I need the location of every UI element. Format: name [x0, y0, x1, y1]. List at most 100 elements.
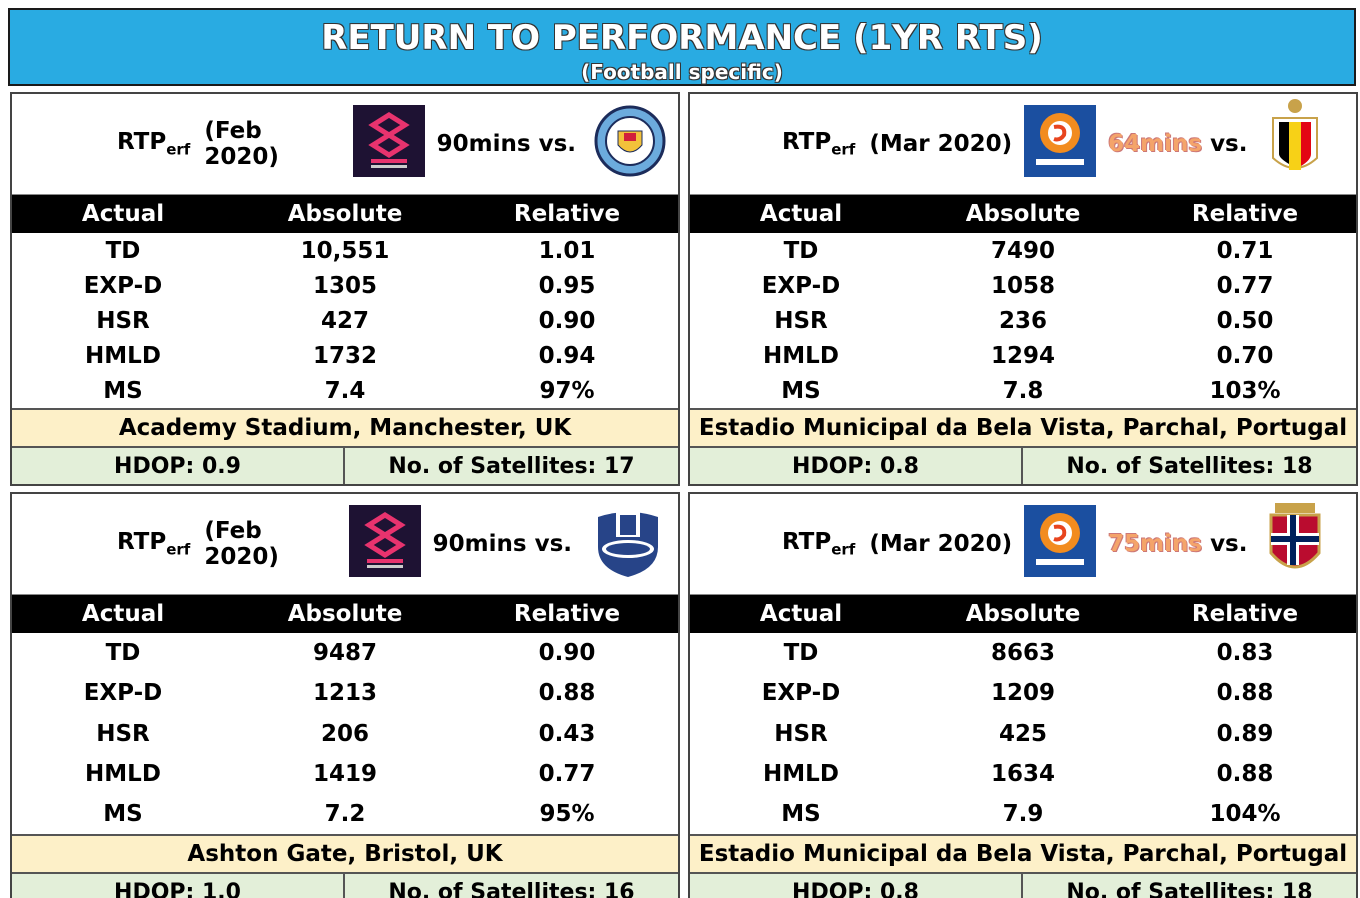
- table-cell: 1732: [312, 342, 377, 369]
- satellites: No. of Satellites: 17: [388, 453, 635, 479]
- league-logo: [1024, 505, 1097, 583]
- rtp-subscript: erf: [166, 540, 191, 559]
- column-header: Relative: [513, 201, 621, 227]
- match-date: (Feb 2020): [204, 118, 279, 170]
- table-row: HMLD 1732 0.94: [12, 338, 678, 373]
- table-cell: 1305: [312, 272, 377, 299]
- satellites: No. of Satellites: 18: [1066, 879, 1313, 898]
- table-row: HMLD 1634 0.88: [690, 754, 1356, 794]
- versus: vs.: [1210, 531, 1248, 557]
- match-date: (Mar 2020): [869, 531, 1013, 557]
- table-cell: 0.83: [1216, 640, 1274, 667]
- table-cell: 95%: [539, 800, 595, 827]
- table-cell: 0.88: [1216, 680, 1274, 707]
- table-cell: 1209: [990, 680, 1055, 707]
- location: Estadio Municipal da Bela Vista, Parchal…: [690, 834, 1356, 874]
- table-row: TD 10,551 1.01: [12, 233, 678, 268]
- table-row: TD 7490 0.71: [690, 233, 1356, 268]
- column-header: Absolute: [965, 201, 1081, 227]
- rtp-label: RTPerf: [117, 529, 191, 559]
- table-cell: 1.01: [538, 237, 596, 264]
- column-header: Absolute: [287, 601, 403, 627]
- versus: vs.: [538, 131, 576, 157]
- table-cell: 1058: [990, 272, 1055, 299]
- column-header: Relative: [513, 601, 621, 627]
- table-cell: 104%: [1209, 800, 1281, 827]
- table-cell: HMLD: [763, 760, 839, 787]
- hdop: HDOP: 0.8: [690, 874, 1023, 898]
- table-cell: TD: [105, 237, 141, 264]
- column-header: Actual: [759, 201, 843, 227]
- table-body: TD 10,551 1.01 EXP-D 1305 0.95 HSR 427 0.90 HMLD 1…: [12, 233, 678, 408]
- panel-title: RTPerf (Mar 2020) 75mins vs.: [690, 494, 1356, 595]
- league-logo: [352, 105, 425, 183]
- table-cell: 0.88: [538, 680, 596, 707]
- hdop: HDOP: 0.8: [690, 448, 1023, 484]
- league-logo: [348, 505, 421, 583]
- table-cell: MS: [781, 800, 821, 827]
- table-header: Actual Absolute Relative: [12, 195, 678, 233]
- table-cell: 0.50: [1216, 307, 1274, 334]
- table-cell: 9487: [312, 640, 377, 667]
- table-cell: 10,551: [300, 237, 390, 264]
- opponent-logo: [594, 105, 666, 183]
- table-cell: 0.77: [538, 760, 596, 787]
- location: Academy Stadium, Manchester, UK: [12, 408, 678, 448]
- table-cell: HSR: [774, 307, 828, 334]
- table-cell: 103%: [1209, 377, 1281, 404]
- satellites: No. of Satellites: 18: [1066, 453, 1313, 479]
- match-panel: RTPerf (Feb 2020) 90mins vs. Actual Absolute R…: [10, 492, 680, 898]
- table-cell: 0.70: [1216, 342, 1274, 369]
- gps-info: HDOP: 1.0 No. of Satellites: 16: [12, 874, 678, 898]
- table-cell: 0.77: [1216, 272, 1274, 299]
- match-panel: RTPerf (Mar 2020) 75mins vs. Actual Absolute R…: [688, 492, 1358, 898]
- gps-info: HDOP: 0.9 No. of Satellites: 17: [12, 448, 678, 484]
- table-cell: 425: [998, 720, 1047, 747]
- table-cell: TD: [105, 640, 141, 667]
- table-cell: TD: [783, 237, 819, 264]
- opponent-logo: [590, 503, 666, 585]
- rtp-subscript: erf: [831, 540, 856, 559]
- table-row: MS 7.8 103%: [690, 373, 1356, 408]
- league-logo: [1024, 105, 1097, 183]
- minutes: 90mins: [436, 131, 531, 157]
- table-cell: TD: [783, 640, 819, 667]
- header: RETURN TO PERFORMANCE (1YR RTS) (Footbal…: [8, 8, 1356, 86]
- table-cell: 0.94: [538, 342, 596, 369]
- location: Ashton Gate, Bristol, UK: [12, 834, 678, 874]
- table-body: TD 7490 0.71 EXP-D 1058 0.77 HSR 236 0.50 HMLD 129…: [690, 233, 1356, 408]
- column-header: Relative: [1191, 201, 1299, 227]
- table-cell: EXP-D: [761, 272, 841, 299]
- table-row: HMLD 1419 0.77: [12, 754, 678, 794]
- minutes: 90mins: [432, 531, 527, 557]
- opponent-logo: [1265, 96, 1325, 192]
- table-cell: 427: [320, 307, 369, 334]
- minutes: 64mins: [1108, 131, 1203, 157]
- rtp-label: RTPerf: [782, 529, 856, 559]
- table-header: Actual Absolute Relative: [12, 595, 678, 633]
- table-row: TD 9487 0.90: [12, 633, 678, 673]
- table-cell: 0.71: [1216, 237, 1274, 264]
- table-row: HSR 236 0.50: [690, 303, 1356, 338]
- table-cell: MS: [103, 800, 143, 827]
- gps-info: HDOP: 0.8 No. of Satellites: 18: [690, 874, 1356, 898]
- table-cell: MS: [781, 377, 821, 404]
- table-cell: EXP-D: [83, 272, 163, 299]
- table-cell: 1294: [990, 342, 1055, 369]
- table-row: HMLD 1294 0.70: [690, 338, 1356, 373]
- table-row: MS 7.9 104%: [690, 794, 1356, 834]
- table-row: HSR 425 0.89: [690, 713, 1356, 753]
- table-cell: 1213: [312, 680, 377, 707]
- table-row: MS 7.4 97%: [12, 373, 678, 408]
- table-row: MS 7.2 95%: [12, 794, 678, 834]
- minutes: 75mins: [1108, 531, 1203, 557]
- opponent-logo: [1265, 501, 1325, 587]
- match-date: (Mar 2020): [869, 131, 1013, 157]
- table-cell: HSR: [96, 720, 150, 747]
- table-cell: 0.90: [538, 640, 596, 667]
- table-row: EXP-D 1213 0.88: [12, 673, 678, 713]
- table-cell: 0.88: [1216, 760, 1274, 787]
- table-cell: HSR: [774, 720, 828, 747]
- hdop: HDOP: 1.0: [12, 874, 345, 898]
